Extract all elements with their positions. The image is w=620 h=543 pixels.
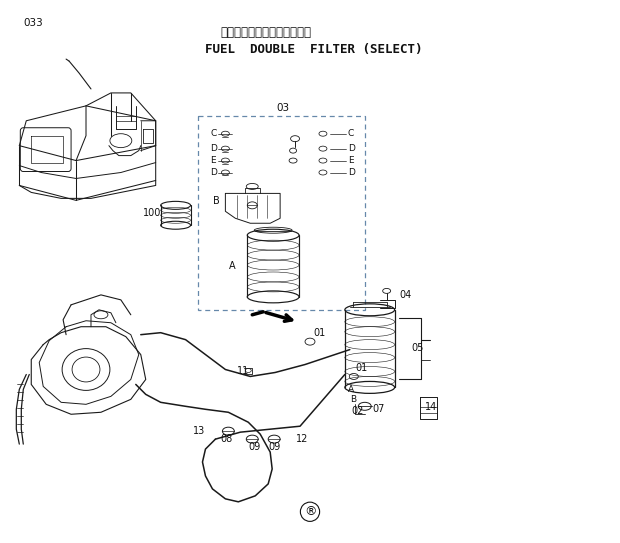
Text: D: D — [210, 144, 218, 153]
Text: 04: 04 — [400, 290, 412, 300]
Text: ®: ® — [304, 506, 316, 518]
Text: C: C — [348, 129, 354, 138]
Text: 13: 13 — [193, 426, 205, 436]
Text: 燃料ダブルフィルタ（選択）: 燃料ダブルフィルタ（選択） — [220, 26, 311, 39]
Text: 033: 033 — [24, 18, 43, 28]
Text: 05: 05 — [412, 343, 424, 352]
Bar — [198, 116, 365, 310]
Text: A: A — [229, 261, 236, 271]
Text: D: D — [348, 144, 355, 153]
Text: A: A — [348, 385, 354, 394]
Text: 01: 01 — [356, 363, 368, 372]
Text: 07: 07 — [373, 405, 385, 414]
Text: FUEL  DOUBLE  FILTER (SELECT): FUEL DOUBLE FILTER (SELECT) — [205, 43, 423, 56]
Text: 12: 12 — [296, 434, 308, 444]
Text: 01: 01 — [313, 327, 326, 338]
Text: D: D — [210, 168, 218, 177]
Text: 09: 09 — [268, 442, 280, 452]
Text: B: B — [350, 395, 356, 404]
Text: 03: 03 — [276, 103, 290, 113]
Text: E: E — [348, 156, 353, 165]
Text: 08: 08 — [220, 434, 232, 444]
Text: E: E — [210, 156, 216, 165]
Text: C: C — [210, 129, 217, 138]
Text: 09: 09 — [248, 442, 260, 452]
Text: 14: 14 — [425, 402, 436, 412]
Text: D: D — [348, 168, 355, 177]
Text: 11: 11 — [237, 367, 250, 376]
Text: 02: 02 — [352, 406, 364, 416]
Text: B: B — [213, 197, 220, 206]
Text: 100: 100 — [143, 209, 161, 218]
